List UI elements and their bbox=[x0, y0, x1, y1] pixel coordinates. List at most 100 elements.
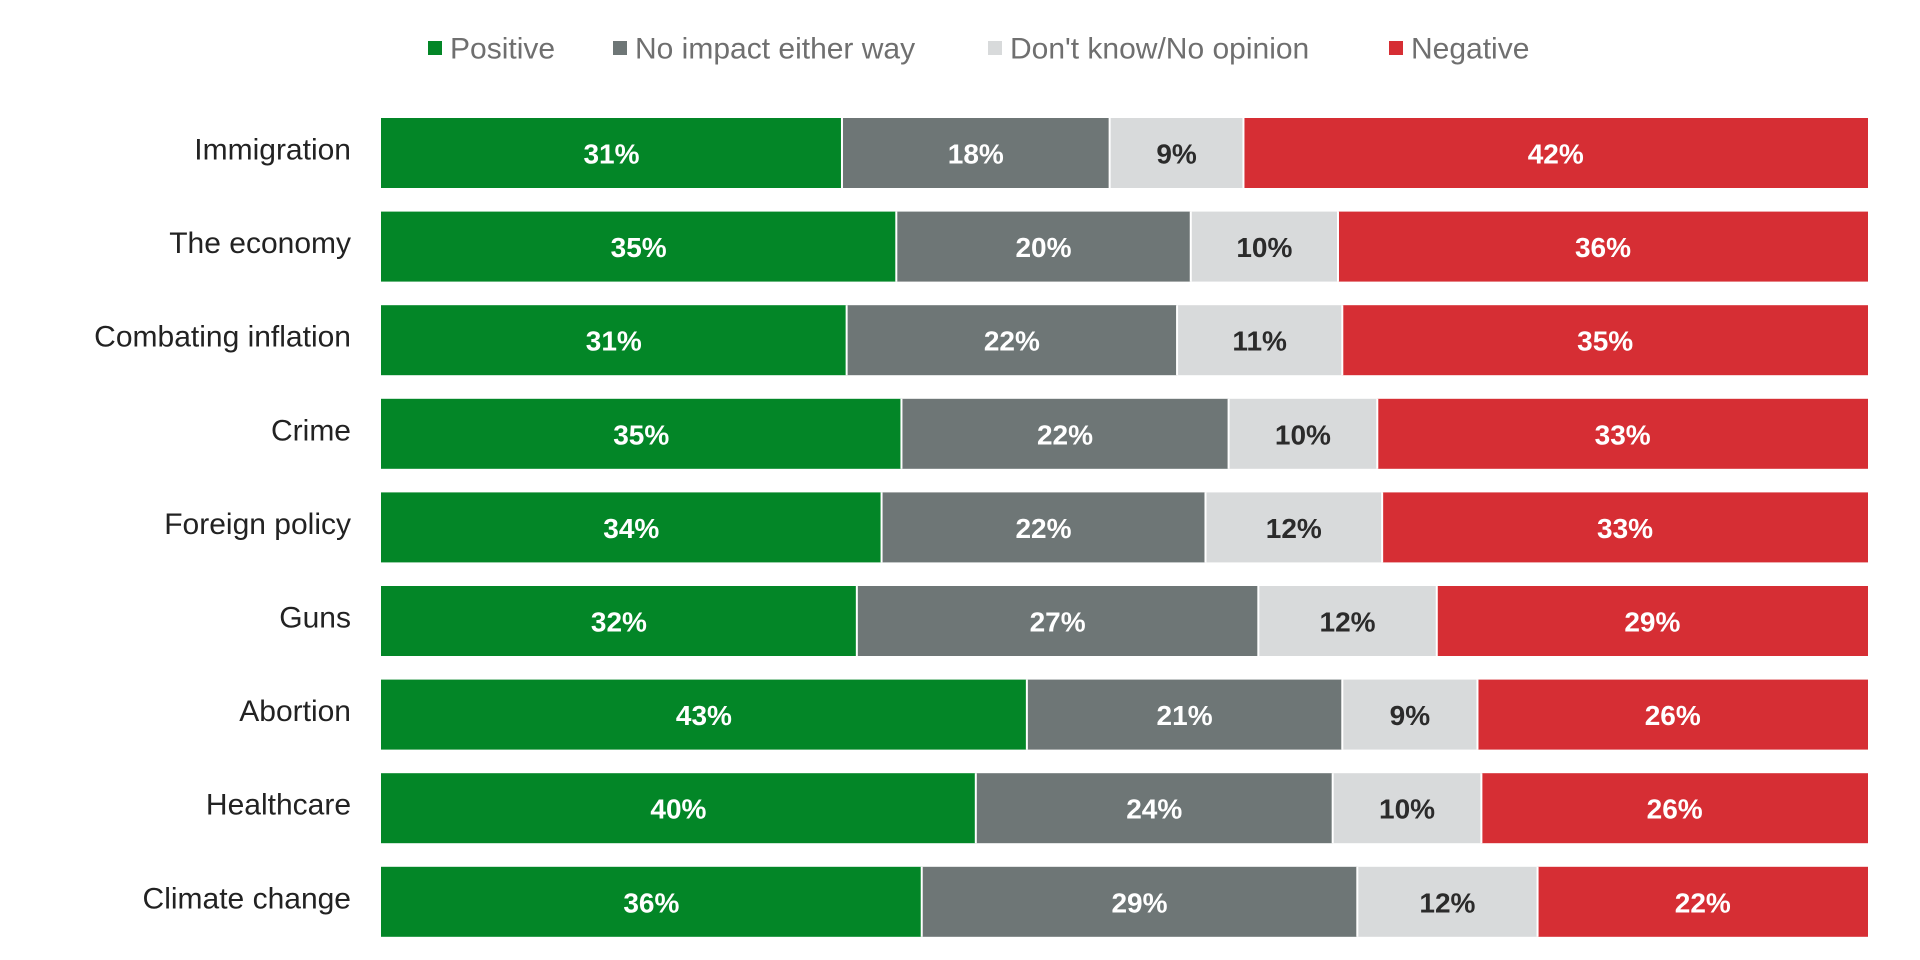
bar-guns-negative bbox=[1436, 586, 1868, 656]
value-label-healthcare-positive: 40% bbox=[650, 794, 706, 825]
value-label-climate-change-don-t-know-no-opinion: 12% bbox=[1419, 887, 1475, 918]
legend-swatch-positive bbox=[428, 41, 442, 55]
value-label-foreign-policy-negative: 33% bbox=[1597, 513, 1653, 544]
segment-divider bbox=[1025, 679, 1028, 750]
value-label-guns-positive: 32% bbox=[591, 607, 647, 638]
value-label-combating-inflation-no-impact-either-way: 22% bbox=[984, 326, 1040, 357]
bar-segments bbox=[381, 118, 1868, 937]
segment-divider bbox=[1435, 586, 1438, 656]
category-label-guns: Guns bbox=[279, 602, 351, 635]
value-label-combating-inflation-don-t-know-no-opinion: 11% bbox=[1232, 326, 1287, 357]
value-label-abortion-positive: 43% bbox=[676, 700, 732, 731]
bar-abortion-negative bbox=[1477, 679, 1868, 750]
value-label-crime-no-impact-either-way: 22% bbox=[1037, 419, 1093, 450]
bar-foreign-policy-negative bbox=[1382, 492, 1868, 563]
value-label-climate-change-no-impact-either-way: 29% bbox=[1111, 887, 1167, 918]
category-label-healthcare: Healthcare bbox=[206, 789, 351, 822]
segment-divider bbox=[1336, 211, 1339, 282]
value-label-combating-inflation-positive: 31% bbox=[586, 326, 642, 357]
legend-swatch-no-impact-either-way bbox=[613, 41, 627, 55]
bar-foreign-policy-positive bbox=[381, 492, 882, 563]
segment-divider bbox=[1341, 679, 1344, 750]
bar-healthcare-don-t-know-no-opinion bbox=[1332, 773, 1482, 844]
value-label-combating-inflation-negative: 35% bbox=[1577, 326, 1633, 357]
value-label-climate-change-negative: 22% bbox=[1675, 887, 1731, 918]
value-label-crime-don-t-know-no-opinion: 10% bbox=[1275, 419, 1331, 450]
segment-divider bbox=[1176, 305, 1179, 376]
segment-divider bbox=[880, 492, 883, 563]
category-label-the-economy: The economy bbox=[169, 227, 351, 260]
value-label-the-economy-no-impact-either-way: 20% bbox=[1015, 232, 1071, 263]
segment-divider bbox=[1257, 586, 1260, 656]
value-label-healthcare-no-impact-either-way: 24% bbox=[1126, 794, 1182, 825]
bar-guns-don-t-know-no-opinion bbox=[1258, 586, 1437, 656]
value-label-crime-negative: 33% bbox=[1595, 419, 1651, 450]
bar-climate-change-negative bbox=[1537, 866, 1868, 937]
segment-divider bbox=[1381, 492, 1384, 563]
bar-crime-don-t-know-no-opinion bbox=[1228, 398, 1378, 469]
category-label-foreign-policy: Foreign policy bbox=[164, 508, 351, 541]
bar-climate-change-don-t-know-no-opinion bbox=[1357, 866, 1538, 937]
segment-divider bbox=[974, 773, 977, 844]
bar-foreign-policy-don-t-know-no-opinion bbox=[1205, 492, 1383, 563]
value-label-healthcare-negative: 26% bbox=[1647, 794, 1703, 825]
bar-the-economy-no-impact-either-way bbox=[896, 211, 1191, 282]
bar-climate-change-positive bbox=[381, 866, 922, 937]
value-label-foreign-policy-no-impact-either-way: 22% bbox=[1015, 513, 1071, 544]
bar-combating-inflation-positive bbox=[381, 305, 847, 376]
bar-combating-inflation-don-t-know-no-opinion bbox=[1177, 305, 1343, 376]
segment-divider bbox=[1341, 305, 1344, 376]
bar-healthcare-no-impact-either-way bbox=[975, 773, 1333, 844]
value-label-immigration-no-impact-either-way: 18% bbox=[948, 139, 1004, 170]
bar-healthcare-negative bbox=[1481, 773, 1868, 844]
category-axis-labels: Immigration The economy Combating inflatio… bbox=[94, 134, 351, 916]
value-label-the-economy-don-t-know-no-opinion: 10% bbox=[1236, 232, 1292, 263]
value-label-healthcare-don-t-know-no-opinion: 10% bbox=[1379, 794, 1435, 825]
category-label-crime: Crime bbox=[271, 414, 351, 447]
bar-guns-positive bbox=[381, 586, 857, 656]
segment-divider bbox=[845, 305, 848, 376]
segment-divider bbox=[1476, 679, 1479, 750]
bar-combating-inflation-no-impact-either-way bbox=[846, 305, 1178, 376]
value-label-immigration-negative: 42% bbox=[1528, 139, 1584, 170]
segment-divider bbox=[840, 118, 843, 188]
category-label-combating-inflation: Combating inflation bbox=[94, 321, 351, 354]
segment-divider bbox=[1227, 398, 1230, 469]
segment-divider bbox=[1376, 398, 1379, 469]
segment-divider bbox=[1108, 118, 1111, 188]
segment-divider bbox=[1189, 211, 1192, 282]
segment-divider bbox=[920, 866, 923, 937]
bar-immigration-negative bbox=[1243, 118, 1868, 188]
bar-value-labels: 31% 18% 9% 42% 35% 20% 10% 36% 31% 22% 11% 35% 35% 22… bbox=[583, 139, 1730, 919]
segment-divider bbox=[1204, 492, 1207, 563]
bar-immigration-no-impact-either-way bbox=[841, 118, 1110, 188]
bar-abortion-don-t-know-no-opinion bbox=[1342, 679, 1478, 750]
value-label-climate-change-positive: 36% bbox=[623, 887, 679, 918]
segment-divider bbox=[895, 211, 898, 282]
segment-divider bbox=[855, 586, 858, 656]
value-label-immigration-positive: 31% bbox=[583, 139, 639, 170]
chart-legend: Positive No impact either way Don't know/N… bbox=[428, 33, 1529, 66]
legend-swatch-don-t-know-no-opinion bbox=[988, 41, 1002, 55]
value-label-guns-negative: 29% bbox=[1624, 607, 1680, 638]
bar-climate-change-no-impact-either-way bbox=[921, 866, 1358, 937]
segment-divider bbox=[1242, 118, 1245, 188]
legend-label-negative: Negative bbox=[1411, 33, 1529, 66]
value-label-abortion-no-impact-either-way: 21% bbox=[1157, 700, 1213, 731]
segment-divider bbox=[900, 398, 903, 469]
bar-healthcare-positive bbox=[381, 773, 976, 844]
bar-crime-negative bbox=[1377, 398, 1868, 469]
bar-the-economy-negative bbox=[1337, 211, 1868, 282]
value-label-guns-no-impact-either-way: 27% bbox=[1030, 607, 1086, 638]
value-label-the-economy-positive: 35% bbox=[611, 232, 667, 263]
bar-abortion-no-impact-either-way bbox=[1026, 679, 1343, 750]
value-label-foreign-policy-don-t-know-no-opinion: 12% bbox=[1266, 513, 1322, 544]
bar-the-economy-don-t-know-no-opinion bbox=[1190, 211, 1338, 282]
bar-crime-no-impact-either-way bbox=[901, 398, 1229, 469]
category-label-immigration: Immigration bbox=[194, 134, 351, 167]
category-label-climate-change: Climate change bbox=[143, 882, 351, 915]
legend-label-no-impact-either-way: No impact either way bbox=[635, 33, 915, 66]
value-label-crime-positive: 35% bbox=[613, 419, 669, 450]
